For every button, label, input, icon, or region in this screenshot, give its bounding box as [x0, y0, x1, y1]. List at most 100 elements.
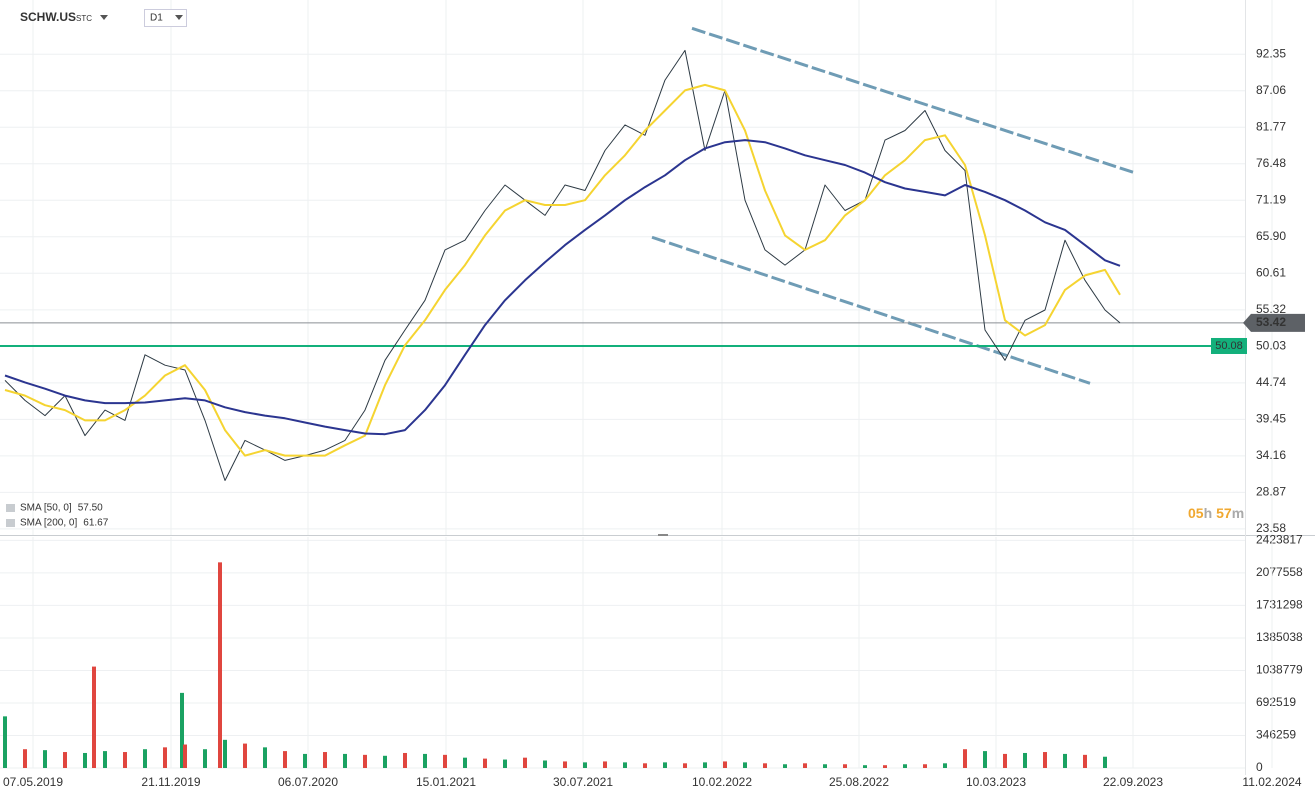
volume-bar [383, 755, 387, 768]
y-tick-label: 1731298 [1256, 598, 1303, 612]
volume-bar [803, 763, 807, 768]
volume-bar [523, 757, 527, 768]
volume-bar [403, 752, 407, 768]
volume-bar [923, 764, 927, 768]
x-tick-label: 06.07.2020 [278, 775, 338, 789]
volume-bar [703, 762, 707, 768]
volume-bar [283, 751, 287, 768]
x-tick-label: 22.09.2023 [1103, 775, 1163, 789]
interval[interactable]: D1 [150, 13, 163, 24]
volume-bar [623, 762, 627, 768]
symbol-dropdown[interactable] [100, 15, 108, 20]
y-tick-label: 55.32 [1256, 302, 1286, 316]
volume-bar [163, 747, 167, 768]
y-tick-label: 71.19 [1256, 192, 1286, 206]
legend-icon [6, 504, 15, 512]
x-tick-label: 11.02.2024 [1242, 775, 1301, 789]
series-line [4, 83, 1121, 457]
volume-bar [423, 753, 427, 768]
y-tick-label: 692519 [1256, 695, 1296, 709]
volume-bar [23, 749, 27, 768]
series-line [4, 139, 1121, 436]
y-tick-label: 28.87 [1256, 485, 1286, 499]
timer-hours-unit: h [1204, 505, 1213, 521]
x-tick-label: 21.11.2019 [141, 775, 200, 789]
x-tick-label: 15.01.2021 [416, 775, 476, 789]
volume-bar [963, 749, 967, 768]
volume-bar [723, 761, 727, 768]
x-tick-label: 30.07.2021 [553, 775, 613, 789]
level-label-box [1211, 337, 1247, 354]
volume-bar [763, 763, 767, 768]
volume-bar [843, 764, 847, 768]
y-tick-label: 34.16 [1256, 448, 1286, 462]
trendline [651, 235, 1091, 385]
volume-bar [583, 762, 587, 768]
y-tick-label: 1038779 [1256, 663, 1303, 677]
volume-bar [603, 761, 607, 768]
volume-bar [443, 754, 447, 768]
x-tick-label: 10.02.2022 [692, 775, 752, 789]
symbol[interactable]: SCHW.US [20, 10, 76, 24]
volume-bar [323, 752, 327, 768]
volume-bar [143, 749, 147, 768]
volume-bar [243, 743, 247, 768]
volume-bar [483, 758, 487, 768]
level-label: 50.08 [1215, 340, 1243, 352]
volume-bar [203, 749, 207, 768]
timer-hours: 05 [1188, 505, 1204, 521]
y-tick-label: 65.90 [1256, 229, 1286, 243]
legend-value: 61.67 [83, 518, 108, 529]
volume-bar [183, 744, 187, 768]
volume-bar [463, 757, 467, 768]
volume-bar [783, 764, 787, 768]
timer-minutes: 57 [1216, 505, 1232, 521]
market: STC [76, 14, 92, 23]
y-tick-label: 1385038 [1256, 630, 1303, 644]
volume-bar [123, 752, 127, 768]
price-label-box [1243, 313, 1305, 332]
trendline [691, 26, 1134, 174]
volume-bar [663, 762, 667, 768]
volume-bar [543, 760, 547, 768]
volume-bar [1043, 752, 1047, 768]
volume-bar [363, 754, 367, 768]
volume-bar [563, 761, 567, 768]
x-tick-label: 25.08.2022 [829, 775, 889, 789]
y-tick-label: 2077558 [1256, 565, 1303, 579]
volume-bar [43, 750, 47, 768]
volume-bar [343, 753, 347, 768]
volume-bar [63, 752, 67, 768]
volume-bar [503, 759, 507, 768]
volume-bar [103, 751, 107, 768]
volume-bar [83, 752, 87, 768]
x-tick-label: 07.05.2019 [3, 775, 63, 789]
volume-bar [683, 763, 687, 768]
volume-bar [263, 747, 267, 768]
x-tick-label: 10.03.2023 [966, 775, 1026, 789]
volume-bar [303, 753, 307, 768]
legend-value: 57.50 [78, 503, 103, 514]
volume-bar [1063, 753, 1067, 768]
volume-bar [1103, 756, 1107, 768]
interval-box[interactable] [144, 9, 187, 27]
y-tick-label: 44.74 [1256, 375, 1286, 389]
volume-bar [3, 716, 7, 768]
volume-bar [1023, 752, 1027, 768]
volume-bar [223, 739, 227, 768]
volume-bar [883, 765, 887, 768]
volume-bar [823, 764, 827, 768]
y-tick-label: 92.35 [1256, 46, 1286, 60]
interval-dropdown[interactable] [175, 15, 183, 20]
y-tick-label: 60.61 [1256, 265, 1286, 279]
volume-bar [92, 666, 96, 768]
y-tick-label: 0 [1256, 760, 1263, 774]
volume-bar [743, 762, 747, 768]
y-tick-label: 87.06 [1256, 83, 1286, 97]
volume-bar [180, 692, 184, 768]
legend-icon [6, 519, 15, 527]
volume-bar [218, 562, 222, 768]
volume-bar [903, 764, 907, 768]
volume-bar [643, 763, 647, 768]
